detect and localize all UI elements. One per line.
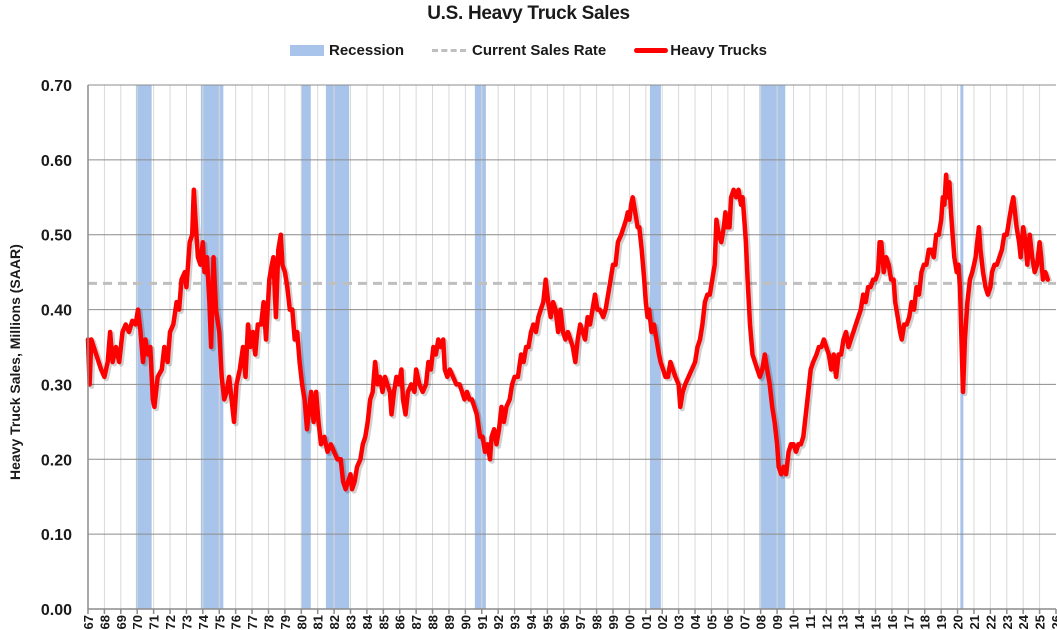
- x-tick-label: 03: [672, 615, 687, 629]
- x-tick-label: 90: [458, 615, 473, 629]
- x-tick-label: 20: [951, 615, 966, 629]
- y-axis-ticks: 0.00 0.10 0.20 0.30 0.40 0.50 0.60 0.70: [41, 78, 72, 619]
- x-tick-label: 81: [311, 615, 326, 629]
- x-tick-label: 26: [1049, 615, 1057, 629]
- x-tick-label: 68: [97, 615, 112, 629]
- x-tick-label: 77: [245, 615, 260, 629]
- x-tick-label: 02: [655, 615, 670, 629]
- x-tick-label: 94: [524, 614, 539, 629]
- legend-item-heavy-trucks: Heavy Trucks: [634, 42, 767, 59]
- x-tick-label: 04: [688, 614, 703, 629]
- red-line-swatch-icon: [634, 48, 669, 53]
- x-tick-label: 12: [819, 615, 834, 629]
- x-tick-label: 09: [770, 615, 785, 629]
- recession-band: [474, 85, 486, 609]
- x-tick-label: 98: [590, 615, 605, 629]
- x-tick-label: 80: [294, 615, 309, 629]
- x-tick-label: 97: [573, 615, 588, 629]
- x-tick-label: 14: [852, 614, 867, 629]
- x-tick-label: 87: [409, 615, 424, 629]
- x-tick-label: 72: [163, 615, 178, 629]
- x-tick-label: 73: [179, 615, 194, 629]
- x-tick-label: 15: [869, 615, 884, 629]
- x-tick-label: 78: [261, 615, 276, 629]
- x-tick-label: 79: [278, 615, 293, 629]
- x-tick-label: 96: [557, 615, 572, 629]
- x-tick-label: 23: [1000, 615, 1015, 629]
- x-tick-label: 92: [491, 615, 506, 629]
- chart-legend: Recession Current Sales Rate Heavy Truck…: [0, 42, 1057, 59]
- x-tick-label: 05: [704, 615, 719, 629]
- x-tick-label: 25: [1033, 615, 1048, 629]
- x-tick-label: 22: [983, 615, 998, 629]
- y-tick-label: 0.50: [41, 228, 72, 245]
- x-axis-ticks: 67 68 69 70 71 72 73 74 75 76 77 78 79 80 81 82 83 84 85 86…: [81, 609, 1057, 629]
- legend-label-recession: Recession: [329, 42, 405, 59]
- x-tick-label: 10: [786, 615, 801, 629]
- y-tick-label: 0.10: [41, 527, 72, 544]
- x-tick-label: 71: [147, 615, 162, 629]
- x-tick-label: 24: [1016, 614, 1031, 629]
- dashed-line-swatch-icon: [432, 49, 467, 52]
- legend-item-recession: Recession: [290, 42, 404, 59]
- x-tick-label: 83: [344, 615, 359, 629]
- x-tick-label: 70: [130, 615, 145, 629]
- legend-label-current-sales-rate: Current Sales Rate: [472, 42, 607, 59]
- y-tick-label: 0.00: [41, 602, 72, 619]
- x-tick-label: 00: [622, 615, 637, 629]
- legend-item-current-sales-rate: Current Sales Rate: [432, 42, 606, 59]
- x-tick-label: 84: [360, 614, 375, 629]
- y-tick-label: 0.20: [41, 452, 72, 469]
- x-tick-label: 93: [508, 615, 523, 629]
- y-tick-label: 0.30: [41, 377, 72, 394]
- recession-band: [649, 85, 661, 609]
- chart-title: U.S. Heavy Truck Sales: [427, 3, 630, 24]
- x-tick-label: 17: [901, 615, 916, 629]
- x-tick-label: 85: [376, 615, 391, 629]
- x-tick-label: 91: [475, 615, 490, 629]
- x-tick-label: 01: [639, 615, 654, 629]
- x-tick-label: 11: [803, 615, 818, 629]
- x-tick-label: 82: [327, 615, 342, 629]
- x-tick-label: 07: [737, 615, 752, 629]
- recession-swatch-icon: [290, 45, 324, 56]
- x-tick-label: 13: [836, 615, 851, 629]
- recession-band: [325, 85, 350, 609]
- legend-label-heavy-trucks: Heavy Trucks: [670, 42, 767, 59]
- y-tick-label: 0.40: [41, 303, 72, 320]
- recession-band: [301, 85, 311, 609]
- x-tick-label: 76: [229, 615, 244, 629]
- x-tick-label: 06: [721, 615, 736, 629]
- x-tick-label: 95: [540, 615, 555, 629]
- heavy-trucks-line: [85, 172, 1051, 492]
- horizontal-gridlines: [88, 84, 1056, 535]
- x-tick-label: 99: [606, 615, 621, 629]
- x-tick-label: 18: [918, 615, 933, 629]
- x-tick-label: 69: [114, 615, 129, 629]
- x-tick-label: 67: [81, 615, 96, 629]
- x-tick-label: 08: [754, 615, 769, 629]
- x-tick-label: 89: [442, 615, 457, 629]
- axes: [87, 85, 1056, 610]
- y-tick-label: 0.70: [41, 78, 72, 95]
- x-tick-label: 86: [393, 615, 408, 629]
- x-tick-label: 88: [426, 615, 441, 629]
- x-tick-label: 19: [934, 615, 949, 629]
- y-tick-label: 0.60: [41, 153, 72, 170]
- x-tick-label: 21: [967, 615, 982, 629]
- x-tick-label: 75: [212, 615, 227, 629]
- recession-band: [759, 85, 786, 609]
- x-tick-label: 16: [885, 615, 900, 629]
- x-tick-label: 74: [196, 614, 211, 629]
